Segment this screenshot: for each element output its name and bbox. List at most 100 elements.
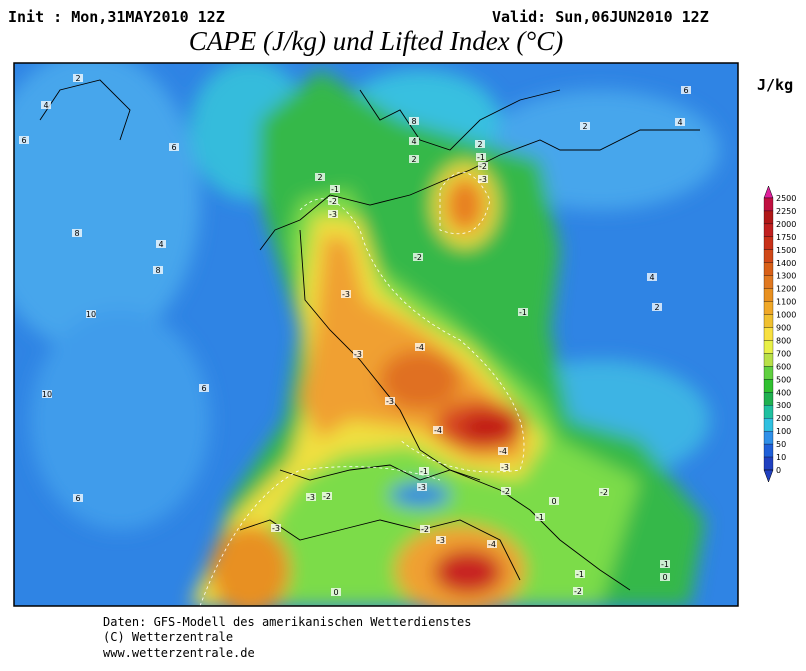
colorbar-step [763, 262, 774, 276]
contour-label: 2 [654, 303, 659, 312]
contour-label: -4 [434, 426, 442, 435]
contour-label-bg [575, 570, 585, 578]
contour-label-bg [409, 155, 419, 163]
contour-label-bg [420, 525, 430, 533]
colorbar-step [763, 210, 774, 225]
colorbar-step [763, 418, 774, 432]
contour-label: -2 [600, 488, 608, 497]
contour-label-bg [498, 447, 508, 455]
colorbar-step [763, 340, 774, 354]
colorbar-label: 300 [776, 401, 791, 410]
contour-label-bg [549, 497, 559, 505]
contour-label-bg [271, 524, 281, 532]
contour-label-bg [413, 253, 423, 261]
contour-label-bg [385, 397, 395, 405]
contour-label: 0 [333, 588, 338, 597]
colorbar-step [763, 327, 774, 341]
contour-label-bg [475, 140, 485, 148]
init-time: Init : Mon,31MAY2010 12Z [8, 8, 225, 26]
colorbar-step [763, 223, 774, 238]
colorbar-step [763, 314, 774, 328]
contour-label-bg [433, 426, 443, 434]
colorbar-step [763, 456, 774, 471]
contour-label: 6 [683, 86, 688, 95]
contour-label: 4 [411, 137, 416, 146]
contour-label-bg [573, 587, 583, 595]
contour-label-bg [518, 308, 528, 316]
contour-label: 4 [649, 273, 654, 282]
colorbar-step [763, 275, 774, 289]
contour-label-bg [72, 229, 82, 237]
colorbar-label: 2250 [776, 207, 796, 216]
contour-label-bg [415, 343, 425, 351]
contour-label-bg [73, 74, 83, 82]
contour-label: 8 [155, 266, 160, 275]
colorbar-label: 1000 [776, 311, 796, 320]
contour-label: 6 [171, 143, 176, 152]
contour-label-bg [86, 310, 96, 318]
contour-label: 8 [411, 117, 416, 126]
contour-label: -4 [499, 447, 507, 456]
contour-label-bg [417, 483, 427, 491]
contour-label: 10 [86, 310, 96, 319]
colorbar-label: 800 [776, 336, 791, 345]
contour-label-bg [500, 463, 510, 471]
map: 24668481061062-1-2-3-3-3-4-3-4-4-3-2-1-1… [14, 63, 738, 606]
contour-label: -2 [502, 487, 510, 496]
contour-label-bg [322, 492, 332, 500]
contour-label: -3 [342, 290, 350, 299]
contour-label: -1 [420, 467, 428, 476]
contour-label: 0 [662, 573, 667, 582]
colorbar-label: 100 [776, 427, 791, 436]
colorbar-label: 1400 [776, 259, 796, 268]
colorbar-step [763, 430, 774, 445]
contour-label-bg [330, 185, 340, 193]
contour-label: -4 [416, 343, 424, 352]
contour-label: -2 [479, 162, 487, 171]
contour-label: -3 [354, 350, 362, 359]
contour-label-bg [652, 303, 662, 311]
contour-label: 0 [551, 497, 556, 506]
colorbar-arrow [763, 185, 774, 199]
colorbar-label: 0 [776, 466, 781, 475]
colorbar-step [763, 366, 774, 380]
contour-label: -1 [331, 185, 339, 194]
contour-label-bg [660, 573, 670, 581]
contour-label-bg [169, 143, 179, 151]
contour-label: 2 [75, 74, 80, 83]
colorbar-step [763, 301, 774, 315]
colorbar-unit: J/kg [757, 76, 793, 94]
contour-label-bg [436, 536, 446, 544]
contour-label-bg [409, 137, 419, 145]
colorbar-step [763, 405, 774, 419]
contour-label-bg [478, 162, 488, 170]
contour-label-bg [331, 588, 341, 596]
contour-label: -2 [421, 525, 429, 534]
contour-label: -3 [272, 524, 280, 533]
contour-label-bg [675, 118, 685, 126]
colorbar-step [763, 392, 774, 406]
contour-label: -2 [574, 587, 582, 596]
colorbar-label: 900 [776, 324, 791, 333]
contour-label: 4 [677, 118, 682, 127]
contour-label: -2 [323, 492, 331, 501]
colorbar-label: 600 [776, 362, 791, 371]
colorbar-label: 1750 [776, 233, 796, 242]
colorbar-label: 500 [776, 375, 791, 384]
contour-label-bg [353, 350, 363, 358]
colorbar-step [763, 443, 774, 458]
contour-label-bg [315, 173, 325, 181]
contour-label-bg [660, 560, 670, 568]
contour-label-bg [501, 487, 511, 495]
colorbar-label: 1500 [776, 246, 796, 255]
colorbar-step [763, 353, 774, 367]
contour-label: -3 [437, 536, 445, 545]
contour-label-bg [647, 273, 657, 281]
colorbar-label: 10 [776, 453, 786, 462]
contour-label: 6 [21, 136, 26, 145]
contour-label: 2 [582, 122, 587, 131]
contour-label-bg [42, 390, 52, 398]
contour-label-bg [476, 153, 486, 161]
colorbar-label: 400 [776, 388, 791, 397]
